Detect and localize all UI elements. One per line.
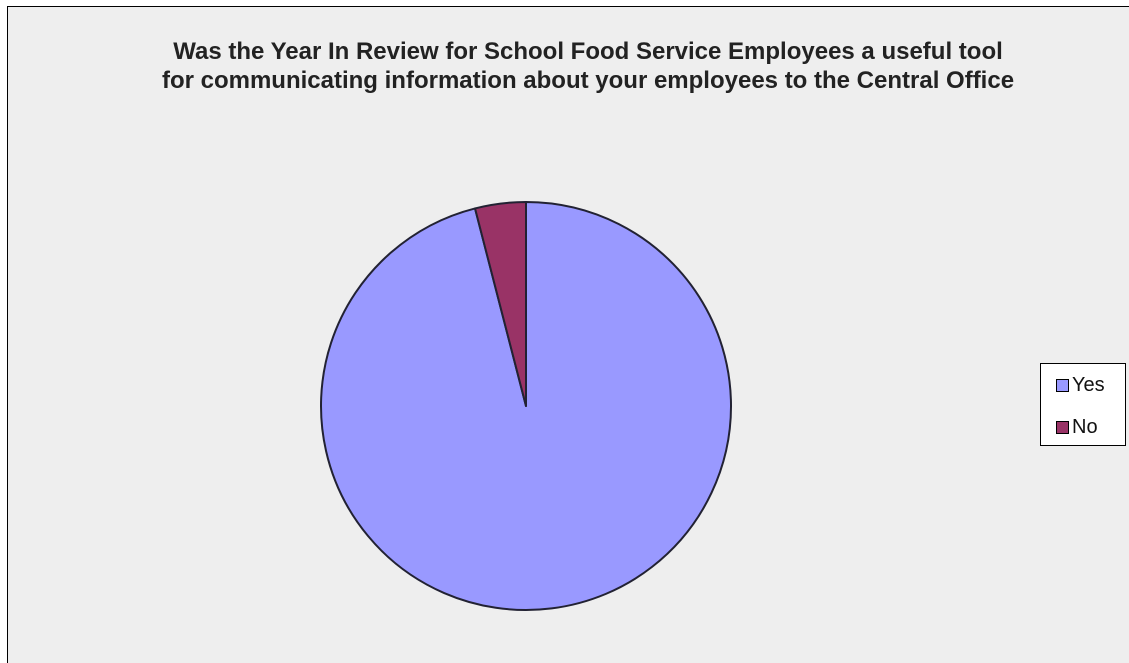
legend-item-no: No: [1056, 415, 1098, 439]
legend: Yes No: [1040, 363, 1126, 446]
legend-swatch-no: [1056, 420, 1069, 434]
legend-label-no: No: [1072, 416, 1098, 438]
chart-title-line-2: for communicating information about your…: [161, 67, 1015, 94]
chart-title: Was the Year In Review for School Food S…: [8, 37, 1129, 95]
chart-title-line-1: Was the Year In Review for School Food S…: [173, 38, 1003, 65]
pie-slice-no: [474, 201, 527, 407]
legend-item-yes: Yes: [1056, 373, 1105, 397]
legend-label-yes: Yes: [1072, 374, 1105, 396]
legend-swatch-yes: [1056, 378, 1069, 392]
